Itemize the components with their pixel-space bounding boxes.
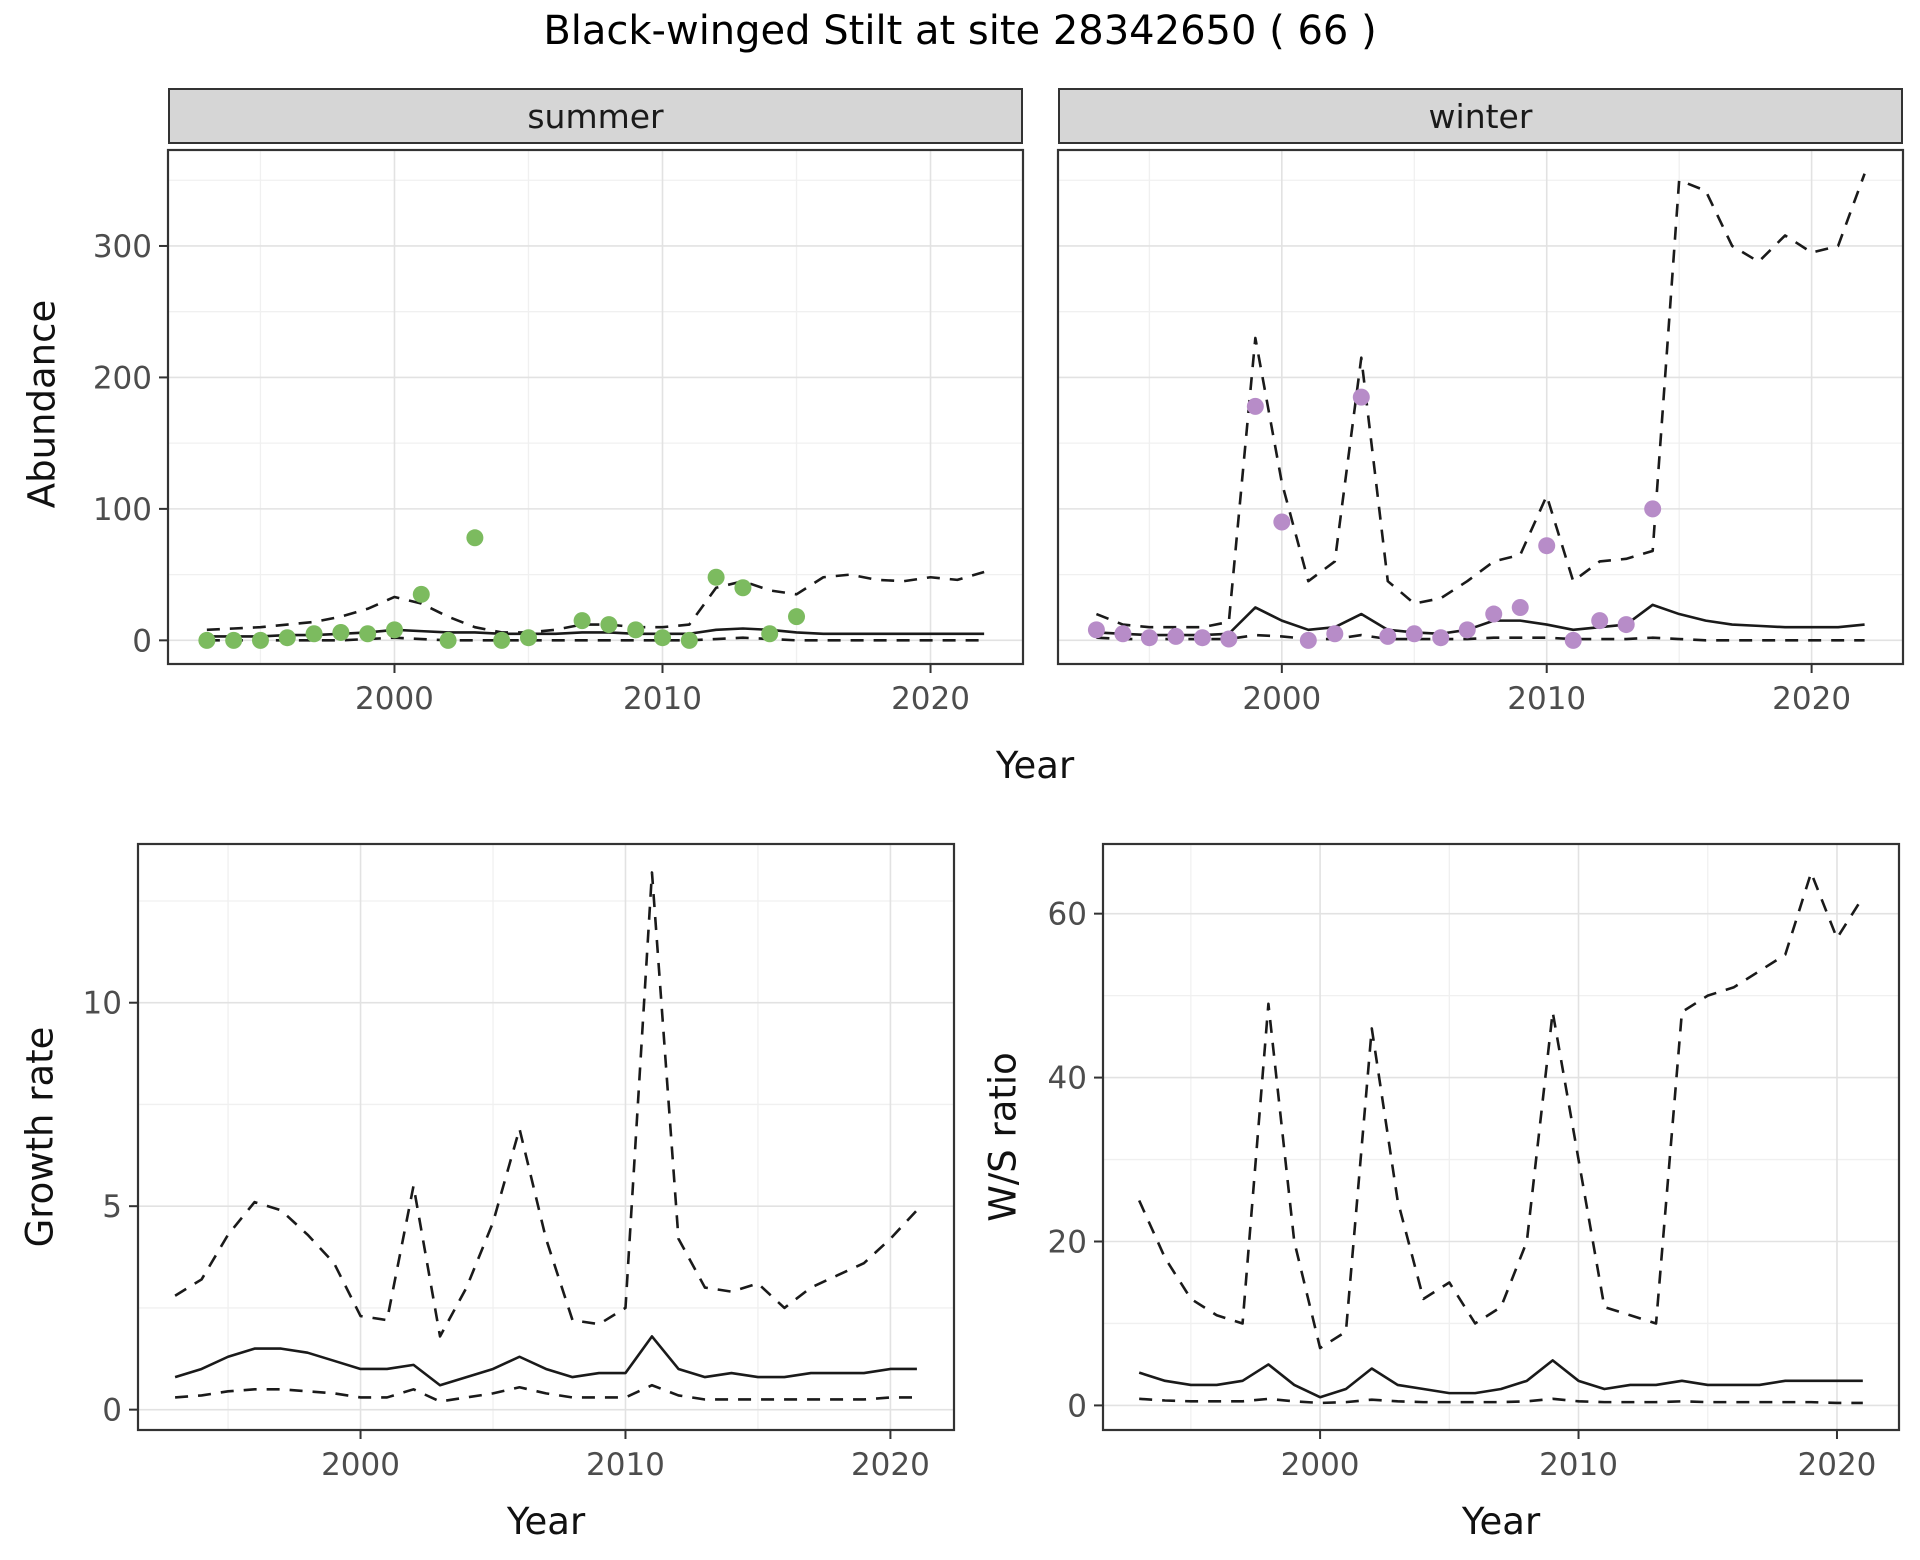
svg-text:0: 0 xyxy=(102,1393,122,1429)
svg-text:2010: 2010 xyxy=(623,681,702,717)
svg-text:60: 60 xyxy=(1048,897,1087,933)
year-axis-label-ws: Year xyxy=(1461,1500,1541,1543)
chart-title: Black-winged Stilt at site 28342650 ( 66… xyxy=(543,8,1377,54)
facet-strip-winter-label: winter xyxy=(1428,96,1533,136)
svg-text:2000: 2000 xyxy=(321,1447,400,1483)
svg-text:2020: 2020 xyxy=(851,1447,930,1483)
svg-text:2010: 2010 xyxy=(586,1447,665,1483)
facet-strip-summer: summer xyxy=(168,88,1023,144)
facet-strip-summer-label: summer xyxy=(527,96,664,136)
ws-ratio-chart: 2000 2010 2020 0 20 40 60 xyxy=(1048,842,1901,1483)
svg-text:200: 200 xyxy=(93,360,152,396)
svg-text:2020: 2020 xyxy=(1798,1447,1877,1483)
facet-strip-winter: winter xyxy=(1058,88,1903,144)
svg-text:10: 10 xyxy=(83,986,122,1022)
svg-text:2010: 2010 xyxy=(1507,681,1586,717)
year-axis-label-top: Year xyxy=(995,744,1075,787)
ws-ratio-axis-label: W/S ratio xyxy=(981,1052,1025,1222)
svg-text:300: 300 xyxy=(93,229,152,265)
svg-text:2010: 2010 xyxy=(1539,1447,1618,1483)
svg-text:2000: 2000 xyxy=(1281,1447,1360,1483)
growth-rate-chart: 2000 2010 2020 0 5 10 xyxy=(83,842,956,1483)
svg-text:0: 0 xyxy=(1067,1388,1087,1424)
svg-text:2000: 2000 xyxy=(1242,681,1321,717)
svg-text:2020: 2020 xyxy=(1772,681,1851,717)
svg-text:20: 20 xyxy=(1048,1224,1087,1260)
year-axis-label-growth: Year xyxy=(506,1500,586,1543)
svg-text:2020: 2020 xyxy=(891,681,970,717)
svg-text:40: 40 xyxy=(1048,1061,1087,1097)
svg-text:100: 100 xyxy=(93,492,152,528)
summer-abundance-chart: 2000 2010 2020 0 100 200 300 xyxy=(93,148,1025,717)
winter-abundance-chart: 2000 2010 2020 xyxy=(1056,148,1905,717)
svg-text:0: 0 xyxy=(132,623,152,659)
svg-text:2000: 2000 xyxy=(355,681,434,717)
svg-text:5: 5 xyxy=(102,1189,122,1225)
growth-rate-axis-label: Growth rate xyxy=(18,1026,62,1248)
abundance-axis-label: Abundance xyxy=(20,299,64,509)
